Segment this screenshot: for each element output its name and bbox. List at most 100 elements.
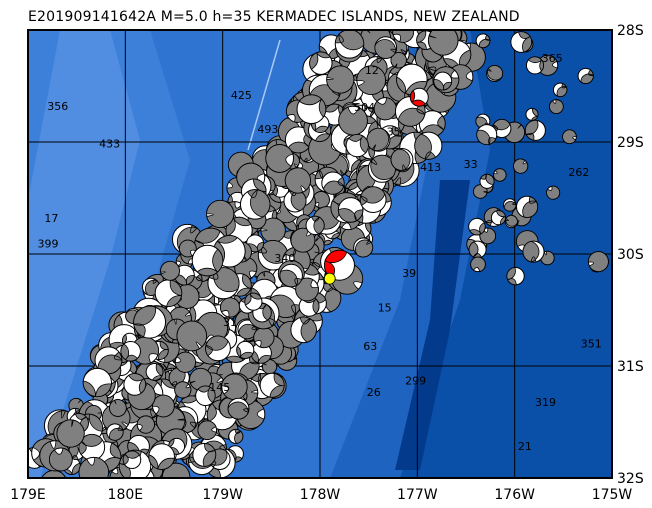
focal-mechanism-beachball[interactable] <box>506 266 525 286</box>
focal-mechanism-beachball[interactable] <box>56 419 85 448</box>
focal-mechanism-beachball[interactable] <box>265 144 295 173</box>
focal-mechanism-beachball[interactable] <box>353 237 374 258</box>
focal-mechanism-beachball[interactable] <box>191 244 224 277</box>
focal-mechanism-beachball[interactable] <box>295 277 319 302</box>
focal-mechanism-beachball[interactable] <box>290 316 317 344</box>
focal-mechanism-beachball[interactable] <box>468 240 487 259</box>
focal-mechanism-beachball[interactable] <box>290 227 316 253</box>
focal-mechanism-beachball[interactable] <box>366 127 391 152</box>
focal-mechanism-beachball[interactable] <box>239 189 271 220</box>
focal-mechanism-beachball[interactable] <box>390 148 414 171</box>
focal-mechanism-beachball[interactable] <box>122 450 142 470</box>
focal-mechanism-beachball[interactable] <box>197 420 218 440</box>
focal-mechanism-beachball[interactable] <box>503 198 517 212</box>
focal-mechanism-beachball[interactable] <box>260 217 286 243</box>
focal-mechanism-beachball[interactable] <box>78 456 110 487</box>
focal-mechanism-beachball[interactable] <box>176 320 208 352</box>
focal-mechanism-beachball[interactable] <box>257 239 289 271</box>
focal-mechanism-beachball[interactable] <box>345 133 369 158</box>
focal-mechanism-beachball[interactable] <box>108 399 127 417</box>
focal-mechanism-beachball[interactable] <box>259 372 285 398</box>
focal-mechanism-beachball[interactable] <box>427 0 456 29</box>
focal-mechanism-beachball[interactable] <box>374 36 398 59</box>
focal-mechanism-beachball[interactable] <box>154 279 183 307</box>
focal-mechanism-beachball[interactable] <box>296 94 327 125</box>
focal-mechanism-beachball[interactable] <box>136 415 155 434</box>
focal-mechanism-beachball[interactable] <box>78 433 106 461</box>
focal-mechanism-beachball[interactable] <box>392 22 415 43</box>
focal-mechanism-beachball[interactable] <box>524 119 546 141</box>
focal-mechanism-beachball[interactable] <box>373 97 397 121</box>
focal-mechanism-beachball[interactable] <box>504 214 518 229</box>
focal-mechanism-beachball[interactable] <box>123 373 147 396</box>
focal-mechanism-beachball[interactable] <box>174 381 192 399</box>
main-event-beachball[interactable] <box>323 249 355 281</box>
focal-mechanism-beachball[interactable] <box>418 110 446 138</box>
focal-mechanism-beachball[interactable] <box>133 305 167 339</box>
focal-mechanism-beachball[interactable] <box>337 197 364 223</box>
focal-mechanism-beachball[interactable] <box>390 52 407 69</box>
focal-mechanism-beachball[interactable] <box>537 54 559 76</box>
focal-mechanism-beachball[interactable] <box>338 105 368 136</box>
focal-mechanism-beachball[interactable] <box>178 239 197 258</box>
focal-mechanism-beachball[interactable] <box>204 335 231 362</box>
focal-mechanism-beachball[interactable] <box>160 260 180 281</box>
focal-mechanism-beachball[interactable] <box>206 199 235 229</box>
focal-mechanism-beachball[interactable] <box>546 185 561 200</box>
focal-mechanism-beachball[interactable] <box>148 443 175 470</box>
focal-mechanism-beachball[interactable] <box>470 256 486 273</box>
focal-mechanism-beachball[interactable] <box>237 319 258 340</box>
focal-mechanism-beachball[interactable] <box>341 12 360 32</box>
focal-mechanism-beachball[interactable] <box>552 82 568 98</box>
focal-mechanism-beachball[interactable] <box>548 99 564 114</box>
focal-mechanism-beachball[interactable] <box>82 367 112 398</box>
focal-mechanism-beachball[interactable] <box>334 30 365 59</box>
focal-mechanism-beachball[interactable] <box>192 442 217 467</box>
focal-mechanism-beachball[interactable] <box>562 129 577 145</box>
focal-mechanism-beachball[interactable] <box>284 126 312 154</box>
focal-mechanism-beachball[interactable] <box>412 6 433 27</box>
focal-mechanism-beachball[interactable] <box>472 184 488 199</box>
focal-mechanism-beachball[interactable] <box>475 33 492 49</box>
focal-mechanism-beachball[interactable] <box>367 154 396 183</box>
focal-mechanism-beachball[interactable] <box>284 167 312 194</box>
focal-mechanism-beachball[interactable] <box>207 267 240 300</box>
focal-mechanism-beachball[interactable] <box>525 107 539 121</box>
focal-mechanism-beachball[interactable] <box>219 297 241 318</box>
focal-mechanism-beachball[interactable] <box>305 215 325 235</box>
focal-mechanism-beachball[interactable] <box>312 191 330 209</box>
focal-mechanism-beachball[interactable] <box>141 277 161 296</box>
focal-mechanism-beachball[interactable] <box>94 346 123 375</box>
focal-mechanism-beachball[interactable] <box>48 447 73 472</box>
focal-mechanism-beachball[interactable] <box>120 340 141 362</box>
focal-mechanism-beachball[interactable] <box>228 428 244 444</box>
focal-mechanism-beachball[interactable] <box>479 172 495 189</box>
focal-mechanism-beachball[interactable] <box>236 340 255 359</box>
focal-mechanism-beachball[interactable] <box>321 171 345 195</box>
focal-mechanism-beachball[interactable] <box>587 251 609 273</box>
focal-mechanism-beachball[interactable] <box>356 65 387 96</box>
focal-mechanism-beachball[interactable] <box>476 124 498 146</box>
focal-mechanism-beachball[interactable] <box>433 71 453 91</box>
focal-mechanism-beachball[interactable] <box>195 385 216 407</box>
focal-mechanism-beachball[interactable] <box>414 131 443 160</box>
focal-mechanism-beachball[interactable] <box>522 240 545 263</box>
focal-mechanism-beachball[interactable] <box>510 31 533 53</box>
focal-mechanism-beachball[interactable] <box>283 189 307 213</box>
focal-mechanism-beachball[interactable] <box>309 51 333 75</box>
focal-mechanism-beachball[interactable] <box>279 263 303 288</box>
focal-mechanism-beachball[interactable] <box>152 394 175 418</box>
focal-mechanism-beachball[interactable] <box>106 423 124 441</box>
focal-mechanism-beachball[interactable] <box>512 158 529 174</box>
focal-mechanism-beachball[interactable] <box>145 362 164 381</box>
focal-mechanism-beachball[interactable] <box>227 397 250 420</box>
focal-mechanism-beachball[interactable] <box>516 195 539 218</box>
focal-mechanism-beachball[interactable] <box>359 186 387 214</box>
focal-mechanism-beachball[interactable] <box>486 64 504 82</box>
focal-mechanism-beachball[interactable] <box>493 168 507 182</box>
focal-mechanism-beachball[interactable] <box>189 367 213 391</box>
focal-mechanism-beachball[interactable] <box>468 217 486 236</box>
focal-mechanism-beachball[interactable] <box>525 56 545 75</box>
focal-mechanism-beachball[interactable] <box>492 118 512 139</box>
focal-mechanism-beachball[interactable] <box>490 210 507 226</box>
